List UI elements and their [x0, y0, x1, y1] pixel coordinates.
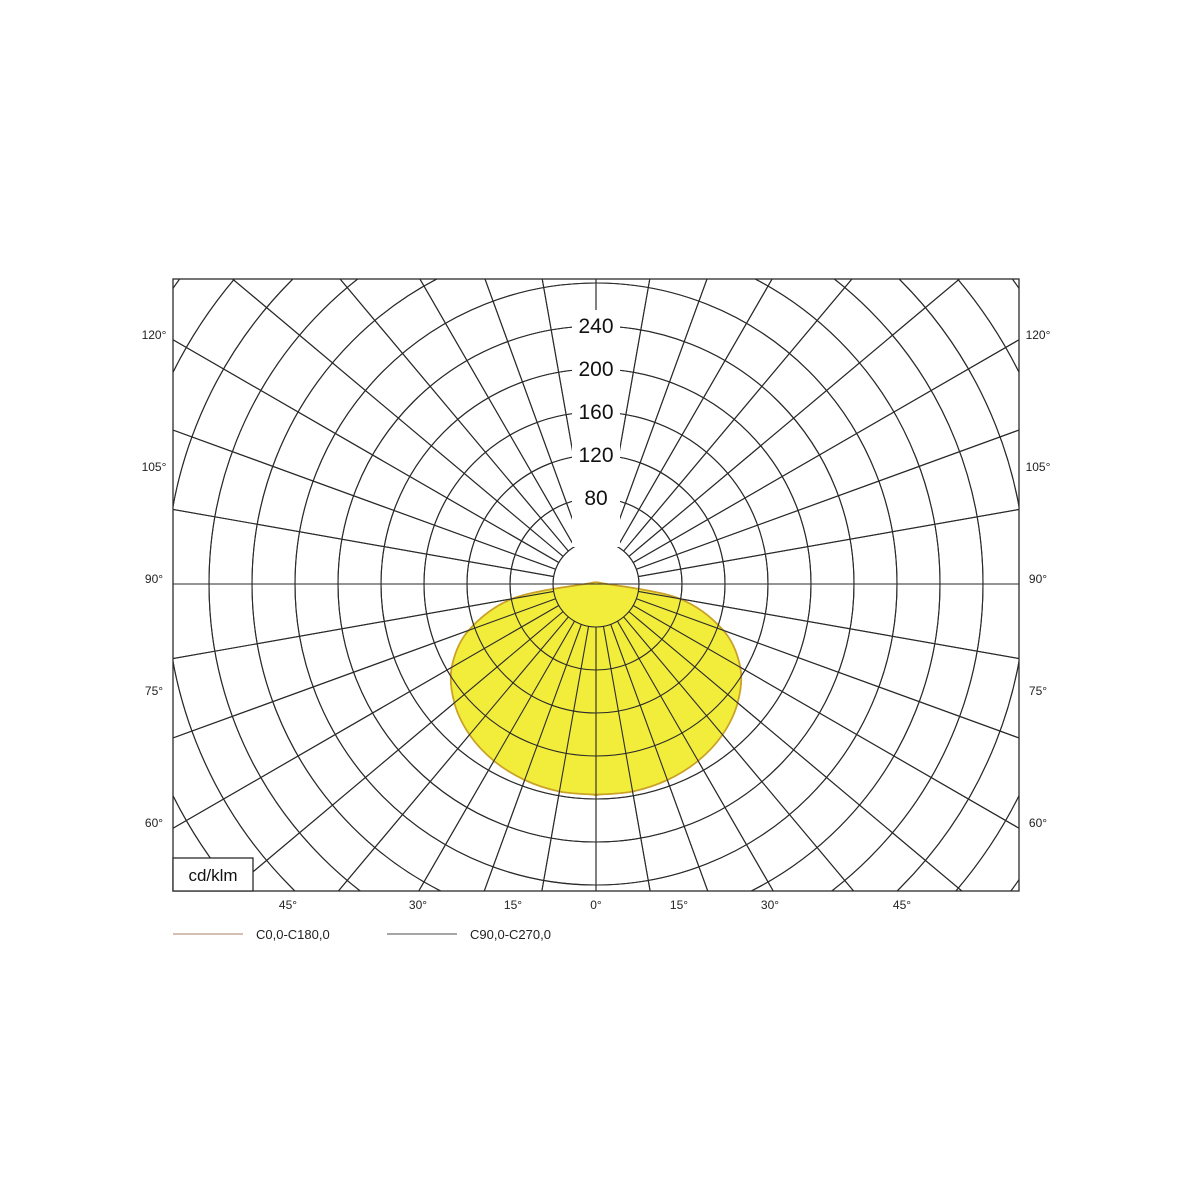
grid-spoke: [173, 339, 560, 563]
angle-label-right: 120°: [1026, 328, 1051, 342]
grid-spoke: [419, 279, 575, 548]
unit-label: cd/klm: [188, 866, 237, 885]
radial-label-backdrop: [572, 310, 620, 547]
grid-spoke: [418, 620, 575, 891]
angle-label-left: 60°: [145, 816, 163, 830]
angle-label-bottom: 15°: [504, 898, 522, 912]
grid-spoke: [628, 279, 961, 557]
grid-spoke: [632, 605, 1019, 829]
grid-spoke: [623, 279, 853, 552]
angle-label-bottom: 15°: [670, 898, 688, 912]
grid-spoke: [636, 429, 1019, 570]
radial-tick-label: 80: [584, 487, 607, 510]
grid-spoke: [602, 626, 651, 891]
radial-tick-label: 120: [578, 444, 613, 467]
unit-box: cd/klm: [172, 857, 254, 892]
angle-label-bottom: 30°: [409, 898, 427, 912]
grid-spoke: [229, 611, 564, 891]
angle-label-bottom: 45°: [893, 898, 911, 912]
angle-label-left: 105°: [142, 460, 167, 474]
grid-spoke: [173, 598, 556, 739]
grid-spoke: [610, 279, 708, 544]
grid-spoke: [339, 279, 569, 552]
angle-label-left: 75°: [145, 684, 163, 698]
grid-spoke: [617, 279, 773, 548]
angle-label-bottom: 45°: [279, 898, 297, 912]
angle-label-right: 60°: [1029, 816, 1047, 830]
radial-tick-label: 240: [578, 315, 613, 338]
grid-spoke: [610, 624, 709, 891]
axis-labels: 80 120 160 200 240 120° 120° 105° 105° 90° 90° 75° 7…: [142, 315, 1051, 912]
grid-spoke: [337, 616, 569, 891]
angle-label-right: 105°: [1026, 460, 1051, 474]
grid-spoke: [173, 429, 556, 570]
grid-spoke: [623, 616, 855, 891]
grid-spoke: [628, 611, 963, 891]
angle-label-bottom: 0°: [590, 898, 602, 912]
angle-label-left: 90°: [145, 572, 163, 586]
radial-tick-label: 160: [578, 401, 613, 424]
radial-tick-label: 200: [578, 358, 613, 381]
grid-spoke: [541, 626, 590, 891]
grid-spoke: [173, 508, 554, 578]
angle-label-bottom: 30°: [761, 898, 779, 912]
grid-spoke: [484, 279, 582, 544]
chart-frame: [172, 278, 1020, 892]
angle-label-right: 75°: [1029, 684, 1047, 698]
angle-label-right: 90°: [1029, 572, 1047, 586]
grid-spoke: [173, 605, 560, 829]
legend-label-2: C90,0-C270,0: [470, 927, 551, 942]
legend: C0,0-C180,0 C90,0-C270,0: [173, 927, 551, 942]
grid-spoke: [636, 598, 1019, 739]
grid-spoke: [173, 590, 554, 660]
grid-spoke: [231, 279, 564, 557]
grid-spoke: [638, 508, 1019, 578]
grid-spoke: [632, 339, 1019, 563]
grid-spoke: [617, 620, 774, 891]
grid-spoke: [483, 624, 582, 891]
legend-label-1: C0,0-C180,0: [256, 927, 330, 942]
angle-label-left: 120°: [142, 328, 167, 342]
grid-spoke: [638, 590, 1019, 660]
